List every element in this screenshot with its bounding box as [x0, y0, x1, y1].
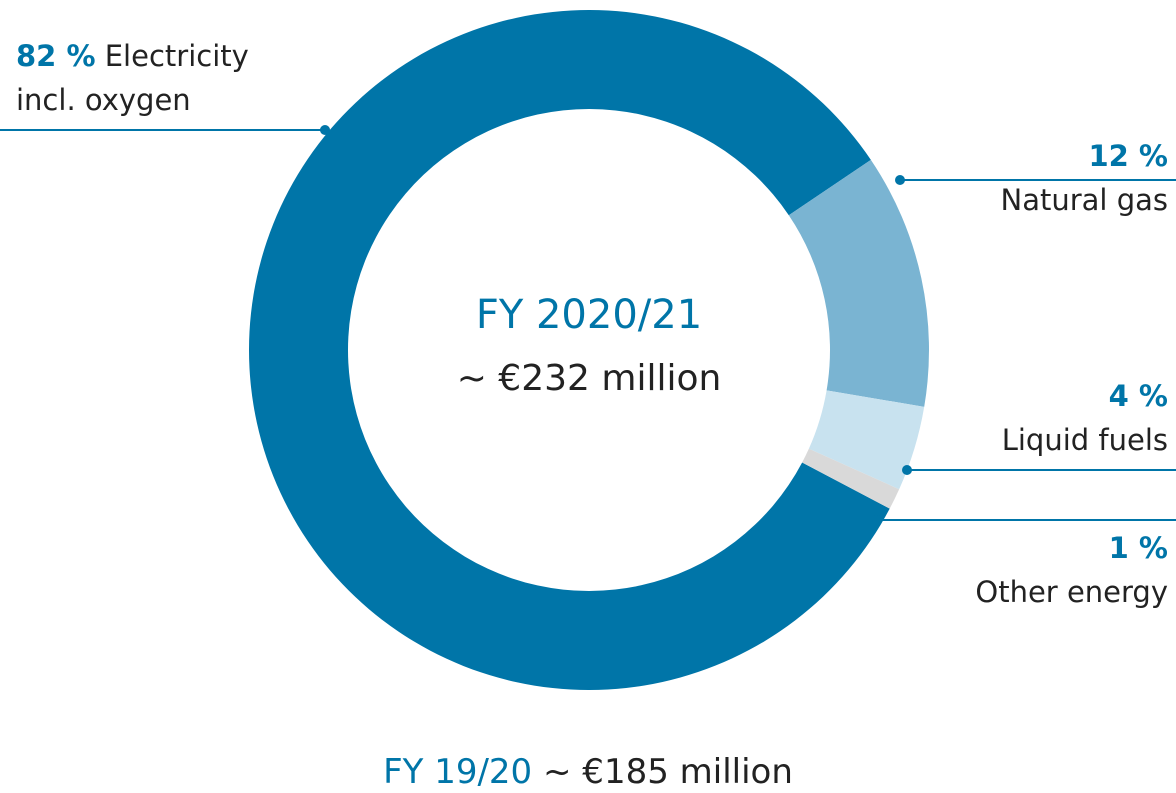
category-label: Liquid fuels	[1001, 423, 1168, 457]
footer: FY 19/20 ~ €185 million	[0, 752, 1176, 792]
donut-segment	[808, 390, 925, 490]
segment-label: 12 % Natural gas	[868, 134, 1168, 222]
center-subtitle: ~ €232 million	[456, 358, 722, 399]
donut-segment	[249, 10, 890, 691]
leader-dot	[872, 515, 882, 525]
value-label: 1 %	[1108, 531, 1168, 565]
donut-segment	[802, 448, 900, 509]
value-label: 4 %	[1108, 379, 1168, 413]
segment-label: 1 % Other energy	[868, 526, 1168, 614]
leader-dot	[902, 465, 912, 475]
segment-label: 82 % Electricity incl. oxygen	[16, 34, 306, 122]
center-title: FY 2020/21	[475, 292, 703, 338]
footer-value: ~ €185 million	[543, 752, 793, 792]
footer-label: FY 19/20	[383, 752, 533, 792]
category-label: Electricity incl. oxygen	[16, 39, 249, 117]
category-label: Other energy	[975, 575, 1168, 609]
category-label: Natural gas	[1000, 183, 1168, 217]
donut-segment	[788, 159, 929, 407]
value-label: 12 %	[1088, 139, 1168, 173]
value-label: 82 %	[16, 39, 96, 73]
leader-dot	[320, 125, 330, 135]
segment-label: 4 % Liquid fuels	[868, 374, 1168, 462]
leader-dot	[895, 175, 905, 185]
